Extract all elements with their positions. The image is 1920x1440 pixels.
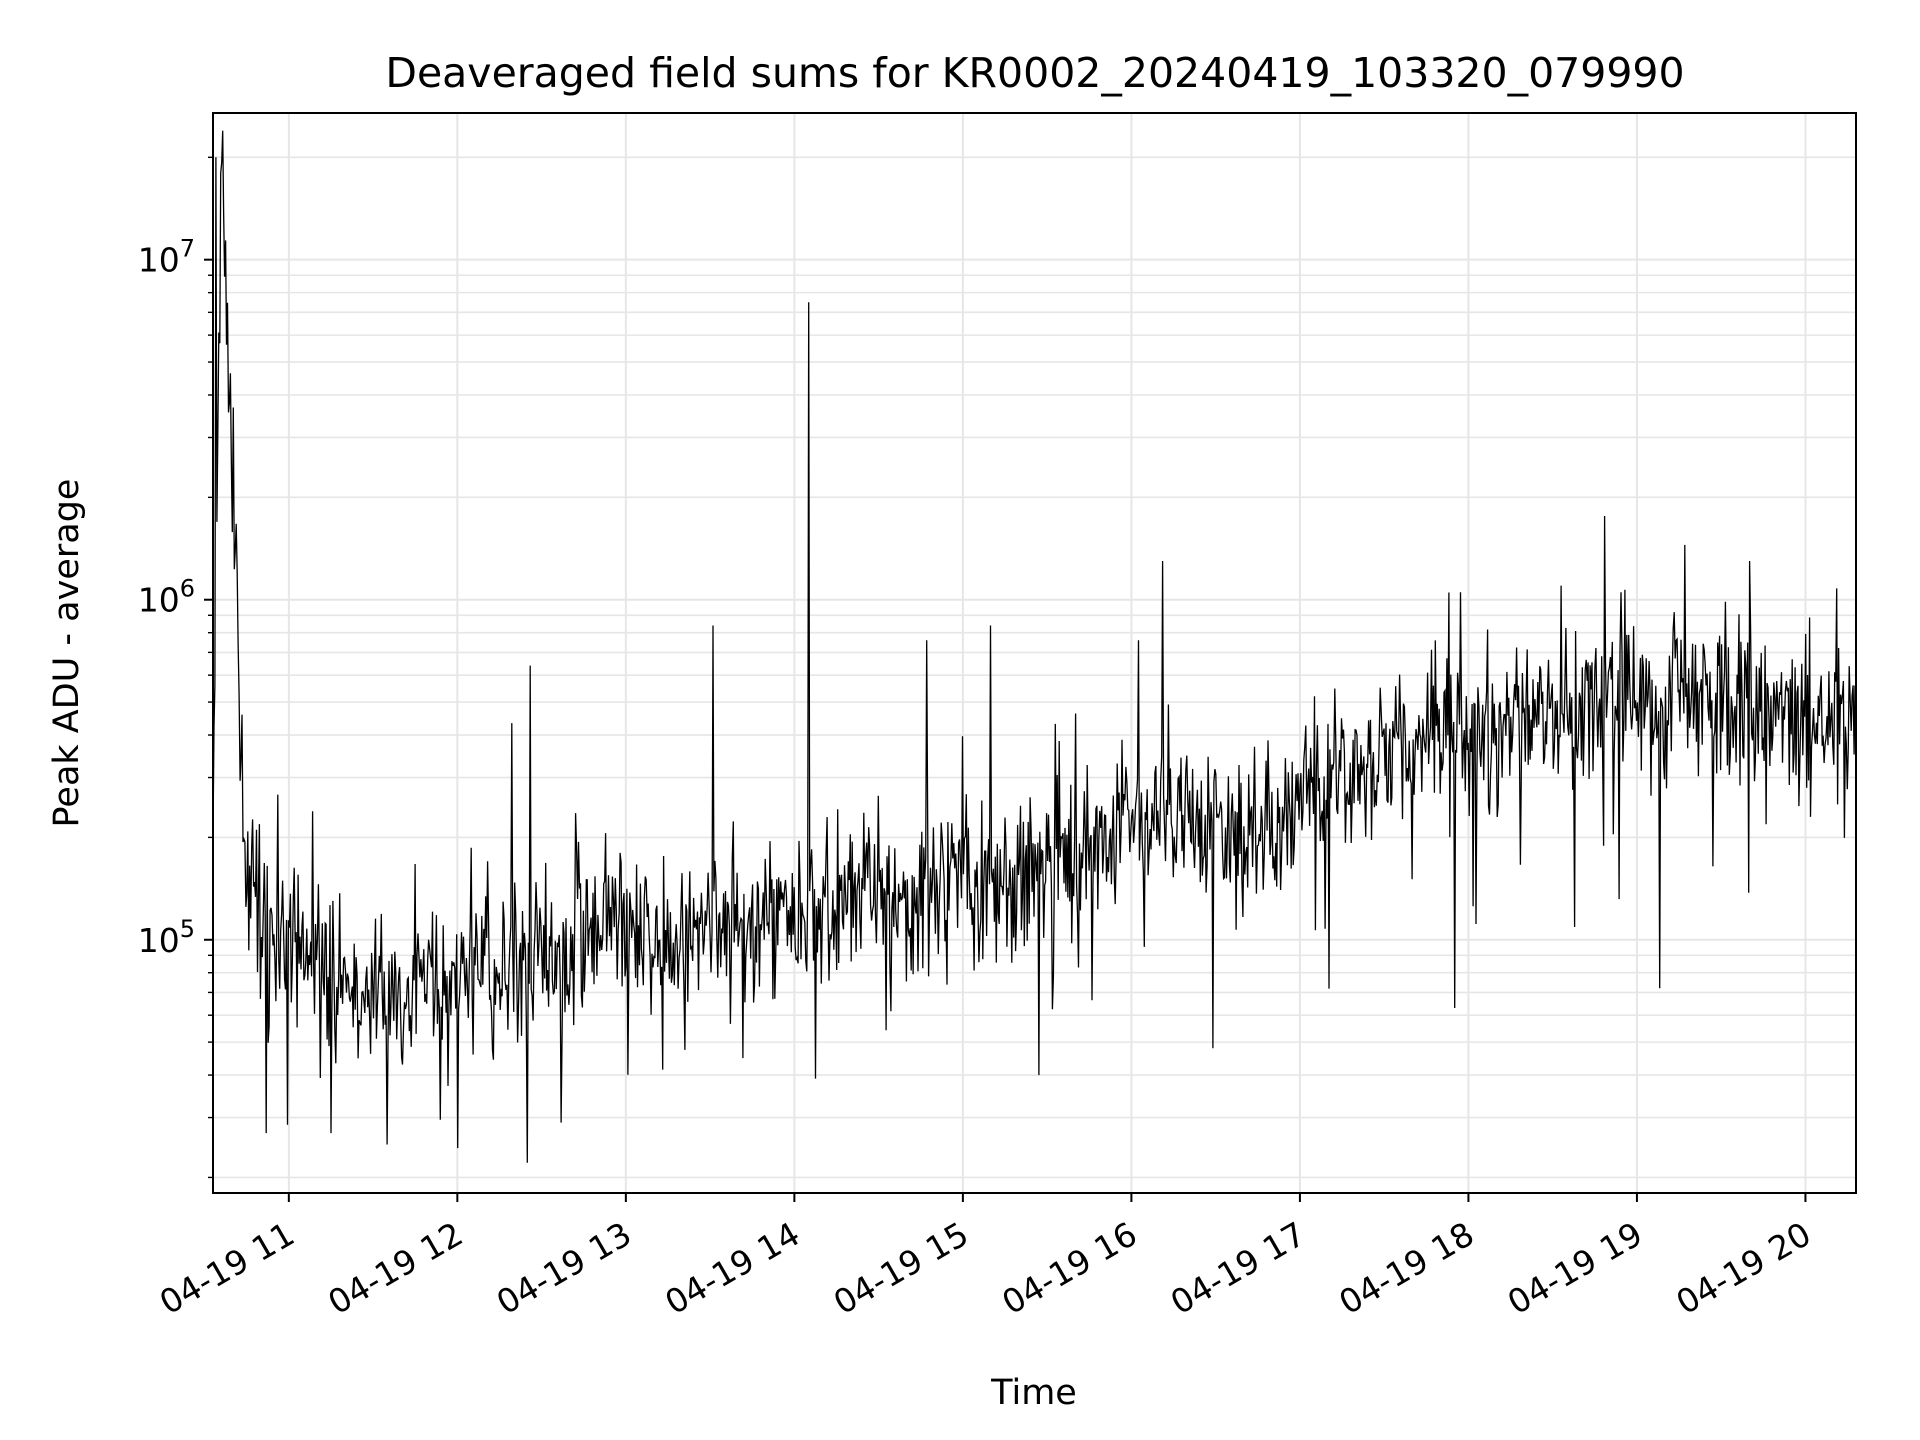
x-tick-label: 04-19 13: [490, 1214, 638, 1322]
series-layer: [212, 130, 1857, 1163]
x-axis-label: Time: [990, 1373, 1077, 1413]
grid: [204, 113, 1856, 1193]
y-tick-label: 107: [138, 235, 195, 280]
y-tick-label: 105: [138, 915, 195, 960]
x-tick-label: 04-19 18: [1332, 1214, 1480, 1322]
x-tick-label: 04-19 20: [1669, 1214, 1817, 1322]
x-tick-label: 04-19 19: [1501, 1214, 1649, 1322]
x-tick-label: 04-19 12: [321, 1214, 469, 1322]
chart-title: Deaveraged field sums for KR0002_2024041…: [385, 49, 1684, 97]
series-line: [212, 130, 1857, 1163]
x-tick-label: 04-19 16: [995, 1214, 1143, 1322]
y-axis: 105 106 107: [138, 235, 195, 960]
x-axis: 04-19 11 04-19 12 04-19 13 04-19 14 04-19 15…: [153, 1193, 1817, 1322]
plot-frame: [212, 112, 1857, 1194]
y-axis-label: Peak ADU - average: [47, 479, 87, 828]
x-tick-label: 04-19 14: [658, 1214, 806, 1322]
x-tick-label: 04-19 15: [827, 1214, 975, 1322]
x-tick-label: 04-19 11: [153, 1214, 301, 1322]
y-tick-label: 106: [138, 575, 195, 620]
x-tick-label: 04-19 17: [1164, 1214, 1312, 1322]
